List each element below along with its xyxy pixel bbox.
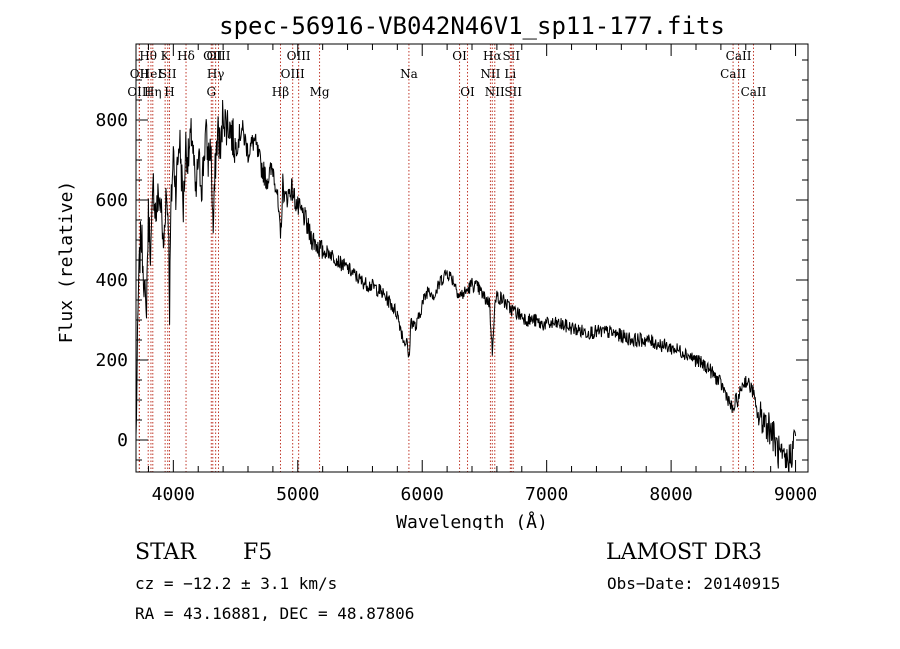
line-label-6: SII bbox=[159, 67, 177, 81]
line-label-14: OIII bbox=[281, 67, 305, 81]
x-tick-label-0: 4000 bbox=[152, 484, 195, 505]
line-label-11: Hγ bbox=[207, 67, 225, 81]
plot-frame bbox=[135, 43, 809, 473]
line-label-27: CaII bbox=[726, 49, 752, 63]
object-class: STAR bbox=[135, 540, 196, 565]
line-label-8: Hδ bbox=[177, 49, 195, 63]
x-tick-label-4: 8000 bbox=[649, 484, 692, 505]
y-tick-label-3: 600 bbox=[95, 190, 128, 211]
line-label-5: K bbox=[161, 49, 171, 63]
line-label-20: NII bbox=[480, 67, 500, 81]
y-tick-label-4: 800 bbox=[95, 110, 128, 131]
redshift-readout: cz = −12.2 ± 3.1 km/s bbox=[135, 574, 338, 593]
observation-date: Obs−Date: 20140915 bbox=[607, 574, 781, 593]
line-label-23: SII bbox=[502, 49, 520, 63]
line-label-12: OIII bbox=[206, 49, 230, 63]
object-subclass: F5 bbox=[243, 540, 273, 565]
y-tick-label-1: 200 bbox=[95, 350, 128, 371]
survey-name: LAMOST DR3 bbox=[606, 540, 762, 565]
y-axis-label: Flux (relative) bbox=[56, 181, 77, 344]
y-tick-label-2: 400 bbox=[95, 270, 128, 291]
line-label-16: Mg bbox=[310, 85, 330, 99]
coordinates-readout: RA = 43.16881, DEC = 48.87806 bbox=[135, 604, 415, 623]
line-label-22: NII bbox=[485, 85, 505, 99]
line-label-1: OIII bbox=[127, 85, 151, 99]
line-label-10: OII bbox=[203, 49, 223, 63]
y-tick-label-0: 0 bbox=[117, 430, 128, 451]
line-label-9: G bbox=[206, 85, 216, 99]
line-label-21: Hα bbox=[483, 49, 502, 63]
line-label-18: OI bbox=[452, 49, 467, 63]
x-tick-label-3: 7000 bbox=[525, 484, 568, 505]
line-label-25: Li bbox=[504, 67, 516, 81]
x-tick-label-2: 6000 bbox=[401, 484, 444, 505]
line-label-2: Hθ bbox=[139, 49, 157, 63]
line-label-15: OIII bbox=[287, 49, 311, 63]
line-label-19: OI bbox=[460, 85, 475, 99]
line-label-17: Na bbox=[400, 67, 418, 81]
line-label-3: HeI bbox=[140, 67, 163, 81]
line-label-7: H bbox=[164, 85, 174, 99]
line-label-24: SII bbox=[504, 85, 522, 99]
spectrum-chart: spec-56916-VB042N46V1_sp11-177.fits OIIO… bbox=[56, 12, 817, 530]
line-label-28: CaII bbox=[741, 85, 767, 99]
line-label-26: CaII bbox=[720, 67, 746, 81]
spectrum-series-flux bbox=[136, 99, 797, 472]
chart-title: spec-56916-VB042N46V1_sp11-177.fits bbox=[219, 12, 725, 40]
x-axis-label: Wavelength (Å) bbox=[396, 511, 548, 530]
line-label-0: OII bbox=[130, 67, 150, 81]
x-tick-label-5: 9000 bbox=[774, 484, 817, 505]
line-label-4: Hη bbox=[144, 85, 162, 99]
line-label-13: Hβ bbox=[272, 85, 289, 99]
x-tick-label-1: 5000 bbox=[276, 484, 319, 505]
